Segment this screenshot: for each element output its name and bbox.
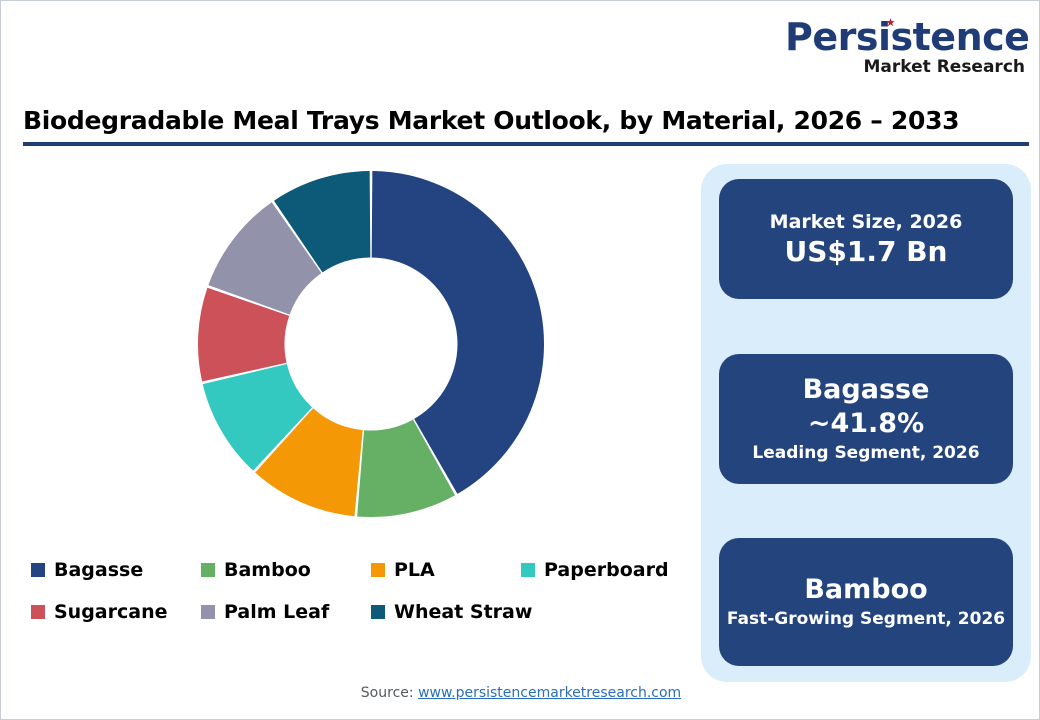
legend-swatch-sugarcane: [31, 605, 45, 619]
legend-swatch-wheat-straw: [371, 605, 385, 619]
legend-item-bagasse[interactable]: Bagasse: [31, 560, 201, 580]
donut-slice-wheat-straw[interactable]: [273, 171, 371, 273]
legend-swatch-bagasse: [31, 563, 45, 577]
stat-card-fast-growing-segment: Bamboo Fast-Growing Segment, 2026: [719, 538, 1013, 666]
legend-label-bagasse: Bagasse: [54, 559, 144, 581]
legend-row-1: Bagasse Bamboo PLA Paperboard: [31, 549, 691, 591]
logo-wordmark-text: Persistence: [785, 15, 1030, 59]
legend-label-bamboo: Bamboo: [224, 559, 311, 581]
donut-slice-pla[interactable]: [255, 408, 363, 517]
logo-wordmark: Persistence: [785, 17, 1030, 57]
legend-label-sugarcane: Sugarcane: [54, 601, 168, 623]
donut-slice-sugarcane[interactable]: [198, 287, 290, 382]
market-size-value: US$1.7 Bn: [784, 235, 948, 268]
donut-chart-svg: [198, 171, 544, 517]
donut-slice-bamboo[interactable]: [357, 419, 456, 517]
source-line: Source: www.persistencemarketresearch.co…: [1, 685, 1040, 701]
legend-item-pla[interactable]: PLA: [371, 560, 521, 580]
brand-logo: Persistence Market Research: [785, 17, 1030, 83]
source-link[interactable]: www.persistencemarketresearch.com: [418, 685, 682, 701]
leading-segment-share: ~41.8%: [807, 408, 925, 439]
donut-chart: [193, 166, 549, 522]
donut-slice-palm-leaf[interactable]: [208, 202, 322, 315]
stat-card-market-size: Market Size, 2026 US$1.7 Bn: [719, 179, 1013, 299]
stat-card-leading-segment: Bagasse ~41.8% Leading Segment, 2026: [719, 354, 1013, 484]
legend-item-bamboo[interactable]: Bamboo: [201, 560, 371, 580]
title-underline-rule: [23, 142, 1029, 146]
legend-item-wheat-straw[interactable]: Wheat Straw: [371, 602, 532, 622]
legend-row-2: Sugarcane Palm Leaf Wheat Straw: [31, 591, 691, 633]
source-prefix: Source:: [360, 685, 419, 701]
legend-swatch-paperboard: [521, 563, 535, 577]
legend-swatch-palm-leaf: [201, 605, 215, 619]
stats-panel: Market Size, 2026 US$1.7 Bn Bagasse ~41.…: [701, 164, 1031, 682]
donut-slice-bagasse[interactable]: [371, 171, 544, 494]
legend-label-wheat-straw: Wheat Straw: [394, 601, 533, 623]
market-size-label: Market Size, 2026: [769, 211, 963, 233]
title-block: Biodegradable Meal Trays Market Outlook,…: [23, 105, 1031, 146]
fast-growing-segment-note: Fast-Growing Segment, 2026: [726, 609, 1006, 629]
leading-segment-name: Bagasse: [802, 374, 930, 405]
logo-star-icon: [886, 18, 895, 27]
legend-label-pla: PLA: [394, 559, 435, 581]
legend-item-paperboard[interactable]: Paperboard: [521, 560, 669, 580]
fast-growing-segment-name: Bamboo: [804, 574, 928, 605]
page-title: Biodegradable Meal Trays Market Outlook,…: [23, 106, 960, 135]
chart-legend: Bagasse Bamboo PLA Paperboard Sugarcane: [31, 549, 691, 633]
legend-label-palm-leaf: Palm Leaf: [224, 601, 330, 623]
logo-subtitle: Market Research: [863, 57, 1026, 77]
legend-item-sugarcane[interactable]: Sugarcane: [31, 602, 201, 622]
legend-label-paperboard: Paperboard: [544, 559, 669, 581]
donut-slice-group: [198, 171, 544, 517]
legend-swatch-bamboo: [201, 563, 215, 577]
leading-segment-note: Leading Segment, 2026: [752, 443, 980, 463]
legend-item-palm-leaf[interactable]: Palm Leaf: [201, 602, 371, 622]
donut-slice-paperboard[interactable]: [202, 364, 313, 471]
legend-swatch-pla: [371, 563, 385, 577]
